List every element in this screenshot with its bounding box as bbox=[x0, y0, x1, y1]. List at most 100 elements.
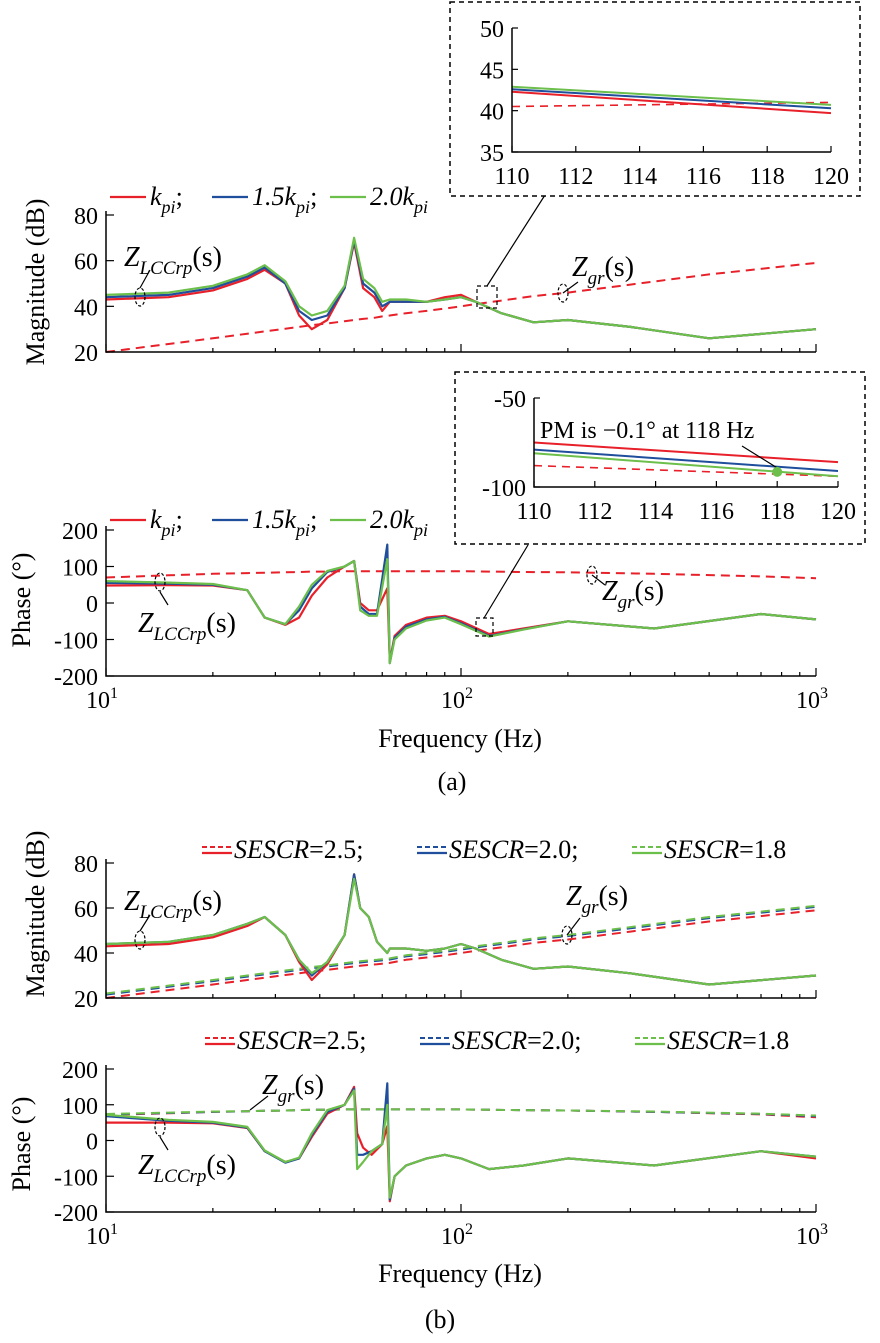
series-line-z-gr-s- bbox=[105, 261, 817, 353]
series-line-sescr-2-5 bbox=[106, 1085, 817, 1203]
phase-axis-title-b: Phase (°) bbox=[7, 1097, 36, 1192]
inset-phase-x-tick-label: 120 bbox=[820, 499, 856, 525]
inset-magnitude-line-1 bbox=[511, 88, 832, 110]
series-line-z-gr-sescr-1-8 bbox=[105, 904, 817, 995]
y-tick-label: -200 bbox=[54, 665, 98, 691]
legend-a-mag-entry-1: 1.5kpi; bbox=[252, 182, 317, 217]
label-zlcc-a-phase: ZLCCrp(s) bbox=[138, 608, 236, 645]
series-line-2-0k-pi bbox=[105, 236, 817, 340]
inset-magnitude-y-tick-label: 40 bbox=[480, 100, 504, 126]
legend-a-phase-entry-1: 1.5kpi; bbox=[252, 505, 317, 540]
inset-magnitude-series bbox=[511, 85, 832, 115]
series-line-z-gr-s- bbox=[105, 570, 817, 580]
y-tick-label: 0 bbox=[86, 1130, 98, 1156]
axis-frame-1 bbox=[105, 526, 816, 677]
marker-zlcc-b-mag bbox=[134, 930, 146, 950]
x-tick-label: 103 bbox=[796, 1221, 828, 1250]
y-tick-label: 20 bbox=[74, 341, 98, 367]
x-tick-label: 102 bbox=[441, 1221, 473, 1250]
magnitude-axis-title-a: Magnitude (dB) bbox=[21, 199, 50, 366]
label-zgr-a-phase: Zgr(s) bbox=[602, 576, 664, 613]
y-tick-label: 0 bbox=[86, 592, 98, 618]
inset-magnitude-x-tick-label: 112 bbox=[558, 164, 593, 190]
inset-magnitude-x-tick-label: 116 bbox=[686, 164, 721, 190]
inset-phase-x-tick-label: 110 bbox=[516, 499, 551, 525]
inset-phase-x-tick-label: 114 bbox=[638, 499, 673, 525]
inset-phase-series bbox=[533, 441, 839, 478]
leader-zgr-a-phase bbox=[591, 574, 606, 586]
y-tick-label: -100 bbox=[54, 1165, 98, 1191]
legend-a-mag-entry-0: kpi; bbox=[150, 182, 183, 217]
inset-phase-line-2 bbox=[533, 452, 839, 478]
axis-frame-0 bbox=[105, 211, 816, 353]
leader-zgr-b-mag bbox=[566, 917, 581, 936]
marker-zgr-b-mag bbox=[561, 925, 573, 945]
y-tick-label: 200 bbox=[62, 1058, 98, 1084]
inset-magnitude-line-2 bbox=[511, 85, 832, 106]
series-line-sescr-1-8 bbox=[105, 877, 817, 986]
text-layer: Magnitude (dB) Phase (°) Magnitude (dB) … bbox=[7, 17, 856, 1334]
label-zgr-b-phase: Zgr(s) bbox=[262, 1070, 324, 1107]
label-zgr-a-mag: Zgr(s) bbox=[572, 252, 634, 289]
caption-b: (b) bbox=[425, 1305, 455, 1334]
x-tick-label: 101 bbox=[86, 1221, 118, 1250]
marker-zlcc-a-mag bbox=[134, 287, 146, 307]
pm-arrow bbox=[741, 445, 778, 469]
leader-zoom-phase bbox=[483, 544, 529, 619]
legend-b-phase-entry-2: SESCR=1.8 bbox=[667, 1026, 789, 1055]
chart-3-series bbox=[105, 1082, 817, 1203]
legend-a-phase-entry-2: 2.0kpi bbox=[370, 505, 428, 540]
legend-b-mag-entry-2: SESCR=1.8 bbox=[664, 835, 786, 864]
series-line-z-gr-sescr-2-0 bbox=[105, 905, 817, 996]
legend-b-mag-entry-0: SESCR=2.5; bbox=[234, 835, 364, 864]
inset-phase-y-tick-label: -100 bbox=[482, 476, 526, 502]
legend-a-mag-entry-2: 2.0kpi bbox=[370, 182, 428, 217]
inset-phase-x-tick-label: 118 bbox=[760, 499, 795, 525]
y-tick-label: 60 bbox=[74, 250, 98, 276]
y-tick-label: -200 bbox=[54, 1201, 98, 1227]
y-tick-label: 200 bbox=[62, 519, 98, 545]
frequency-axis-title-a: Frequency (Hz) bbox=[378, 724, 542, 753]
y-tick-label: 80 bbox=[74, 204, 98, 230]
series-line-1-5k-pi bbox=[105, 543, 817, 665]
x-tick-label: 102 bbox=[441, 685, 473, 714]
y-tick-label: 40 bbox=[74, 942, 98, 968]
inset-phase-line-3 bbox=[533, 464, 839, 478]
leader-zlcc-b-mag bbox=[139, 914, 151, 932]
label-zlcc-a-mag: ZLCCrp(s) bbox=[124, 242, 222, 279]
inset-magnitude-y-tick-label: 35 bbox=[480, 141, 504, 167]
inset-magnitude-x-tick-label: 118 bbox=[750, 164, 785, 190]
leader-zlcc-a-mag bbox=[139, 269, 151, 289]
label-zgr-b-mag: Zgr(s) bbox=[566, 881, 628, 918]
leader-zgr-b-phase bbox=[249, 1095, 269, 1111]
inset-magnitude-y-tick-label: 50 bbox=[480, 17, 504, 43]
chart-1-series bbox=[105, 543, 817, 665]
inset-phase-line-0 bbox=[533, 441, 839, 464]
y-tick-label: -100 bbox=[54, 629, 98, 655]
series-line-sescr-1-8 bbox=[105, 1089, 817, 1199]
marker-zgr-a-mag bbox=[557, 283, 569, 303]
legend-b-phase-entry-1: SESCR=2.0; bbox=[452, 1026, 582, 1055]
inset-magnitude-line-0 bbox=[511, 90, 832, 115]
caption-a: (a) bbox=[438, 767, 467, 796]
leader-zgr-a-mag bbox=[562, 281, 579, 294]
inset-phase-y-tick-label: -50 bbox=[494, 387, 526, 413]
leader-zlcc-b-phase bbox=[159, 1136, 169, 1151]
series-line-sescr-2-0 bbox=[105, 1082, 817, 1201]
y-tick-label: 100 bbox=[62, 556, 98, 582]
series-line-2-0k-pi bbox=[105, 558, 817, 665]
y-tick-label: 20 bbox=[74, 987, 98, 1013]
legend-a-phase-entry-0: kpi; bbox=[150, 505, 183, 540]
frequency-axis-title-b: Frequency (Hz) bbox=[378, 1259, 542, 1288]
curves-layer bbox=[105, 236, 817, 1203]
axis-frame-3 bbox=[105, 1065, 816, 1213]
legend-b-mag-entry-1: SESCR=2.0; bbox=[449, 835, 579, 864]
legend-b-phase-entry-0: SESCR=2.5; bbox=[237, 1026, 367, 1055]
leader-zoom-mag bbox=[486, 194, 546, 287]
inset-magnitude-y-tick-label: 45 bbox=[480, 58, 504, 84]
y-tick-label: 100 bbox=[62, 1094, 98, 1120]
magnitude-axis-title-b: Magnitude (dB) bbox=[21, 831, 50, 998]
inset-phase-line-1 bbox=[533, 448, 839, 472]
leader-zlcc-a-phase bbox=[159, 591, 169, 606]
